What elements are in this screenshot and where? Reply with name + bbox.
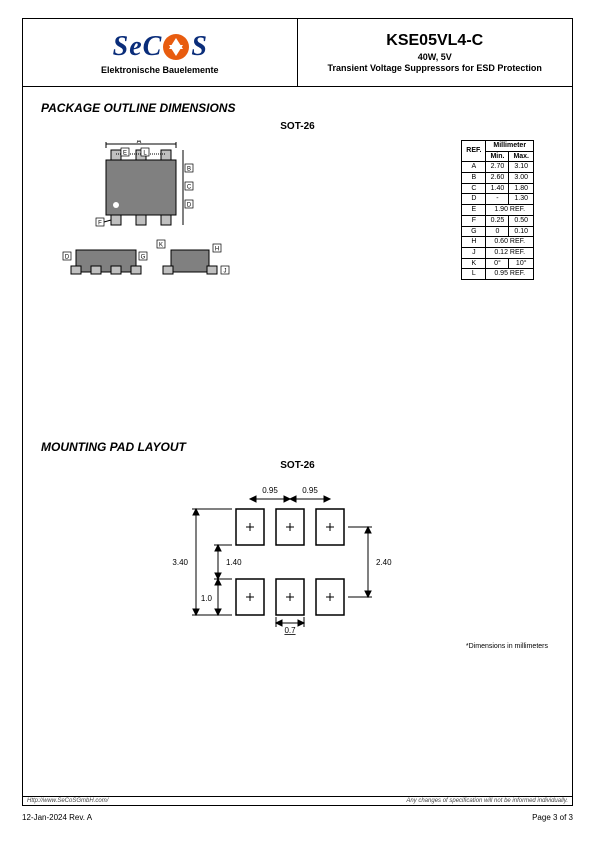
table-header-ref: REF.	[462, 141, 486, 162]
cell-ref: H	[462, 237, 486, 248]
cell-max: 0.50	[509, 215, 534, 226]
cell-min: 2.70	[486, 162, 509, 173]
logo: S e C S	[113, 31, 207, 63]
cell-ref: A	[462, 162, 486, 173]
cell-max: 3.00	[509, 173, 534, 184]
cell-span: 0.12 REF.	[486, 247, 534, 258]
part-number: KSE05VL4-C	[386, 32, 483, 50]
content-area: PACKAGE OUTLINE DIMENSIONS SOT-26	[23, 87, 572, 664]
cell-ref: G	[462, 226, 486, 237]
cell-min: 2.60	[486, 173, 509, 184]
cell-ref: J	[462, 247, 486, 258]
mount-section: MOUNTING PAD LAYOUT SOT-26 0.95 0.95	[41, 440, 554, 650]
svg-text:G: G	[141, 255, 146, 261]
page-number: Page 3 of 3	[532, 813, 573, 822]
cell-min: 1.40	[486, 183, 509, 194]
table-row: G00.10	[462, 226, 534, 237]
date-revision: 12-Jan-2024 Rev. A	[22, 813, 92, 822]
table-row: L0.95 REF.	[462, 269, 534, 280]
table-header-unit: Millimeter	[486, 141, 534, 152]
cell-ref: K	[462, 258, 486, 269]
svg-text:A: A	[137, 140, 142, 145]
svg-text:D: D	[187, 203, 192, 209]
table-row: H0.60 REF.	[462, 237, 534, 248]
cell-min: 0	[486, 226, 509, 237]
cell-span: 0.95 REF.	[486, 269, 534, 280]
svg-text:D: D	[65, 255, 70, 261]
cell-ref: L	[462, 269, 486, 280]
table-row: C1.401.80	[462, 183, 534, 194]
table-header-min: Min.	[486, 151, 509, 162]
header: S e C S Elektronische Bauelemente KSE05V…	[23, 19, 572, 87]
dim-pitch-1: 0.95	[262, 486, 278, 495]
cell-span: 0.60 REF.	[486, 237, 534, 248]
dimension-note: *Dimensions in millimeters	[41, 643, 548, 650]
outline-section-title: PACKAGE OUTLINE DIMENSIONS	[41, 101, 554, 115]
mounting-pad-diagram: 0.95 0.95	[168, 479, 428, 639]
cell-min: -	[486, 194, 509, 205]
table-row: F0.250.50	[462, 215, 534, 226]
mount-section-title: MOUNTING PAD LAYOUT	[41, 440, 554, 454]
cell-min: 0.25	[486, 215, 509, 226]
cell-ref: F	[462, 215, 486, 226]
cell-ref: C	[462, 183, 486, 194]
inner-footer: Http://www.SeCoSGmbH.com/ Any changes of…	[23, 796, 572, 805]
svg-text:C: C	[187, 185, 192, 191]
cell-min: 0°	[486, 258, 509, 269]
table-row: D-1.30	[462, 194, 534, 205]
cell-max: 1.30	[509, 194, 534, 205]
dim-pad-h: 1.0	[200, 594, 212, 603]
svg-text:H: H	[215, 247, 219, 253]
svg-text:J: J	[224, 269, 227, 275]
logo-block: S e C S Elektronische Bauelemente	[23, 19, 298, 86]
dim-pitch-2: 0.95	[302, 486, 318, 495]
title-block: KSE05VL4-C 40W, 5V Transient Voltage Sup…	[298, 19, 573, 86]
table-row: B2.603.00	[462, 173, 534, 184]
package-outline-diagram: A E L B C D F	[61, 140, 251, 290]
cell-ref: D	[462, 194, 486, 205]
cell-span: 1.90 REF.	[486, 205, 534, 216]
mount-subtitle: SOT-26	[41, 460, 554, 471]
table-header-max: Max.	[509, 151, 534, 162]
dim-right-h: 2.40	[376, 558, 392, 567]
outline-subtitle: SOT-26	[41, 121, 554, 132]
dim-outer-h: 3.40	[172, 558, 188, 567]
page-footer: 12-Jan-2024 Rev. A Page 3 of 3	[22, 813, 573, 822]
svg-text:B: B	[187, 167, 191, 173]
cell-max: 3.10	[509, 162, 534, 173]
table-row: A2.703.10	[462, 162, 534, 173]
dim-pad-w: 0.7	[284, 626, 296, 635]
logo-subtitle: Elektronische Bauelemente	[101, 65, 219, 75]
cell-ref: B	[462, 173, 486, 184]
table-row: E1.90 REF.	[462, 205, 534, 216]
cell-max: 0.10	[509, 226, 534, 237]
part-description: Transient Voltage Suppressors for ESD Pr…	[328, 63, 542, 73]
cell-max: 1.80	[509, 183, 534, 194]
outline-row: A E L B C D F	[41, 140, 554, 290]
table-row: J0.12 REF.	[462, 247, 534, 258]
page-border: S e C S Elektronische Bauelemente KSE05V…	[22, 18, 573, 806]
part-spec: 40W, 5V	[418, 52, 452, 62]
svg-text:K: K	[159, 243, 163, 249]
dim-gap-v: 1.40	[226, 558, 242, 567]
dimension-table: REF. Millimeter Min. Max. A2.703.10B2.60…	[461, 140, 534, 280]
svg-text:E: E	[123, 151, 127, 157]
cell-max: 10°	[509, 258, 534, 269]
table-row: K0°10°	[462, 258, 534, 269]
svg-text:F: F	[98, 221, 102, 227]
footer-disclaimer: Any changes of specification will not be…	[406, 798, 568, 804]
footer-url: Http://www.SeCoSGmbH.com/	[27, 798, 108, 804]
cell-ref: E	[462, 205, 486, 216]
